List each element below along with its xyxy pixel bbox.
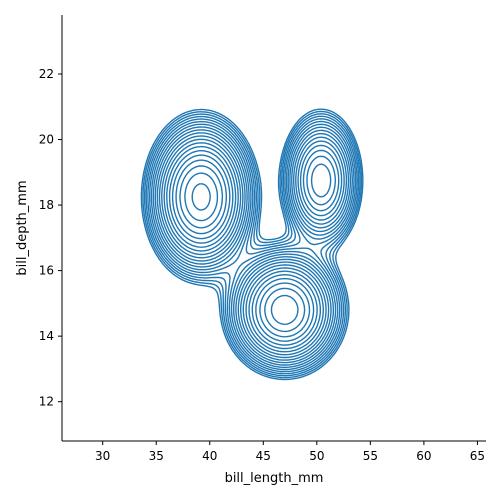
contour-line <box>145 115 360 375</box>
contour-line <box>179 165 306 333</box>
x-ticks: 30 35 40 45 50 55 60 65 <box>95 441 485 463</box>
contour-line <box>150 123 355 368</box>
contour-line <box>171 154 332 342</box>
x-tick-label: 40 <box>202 449 217 463</box>
contour-line <box>152 126 353 366</box>
contour-line <box>168 150 336 346</box>
axes <box>61 15 486 442</box>
y-axis-label: bill_depth_mm <box>15 180 30 275</box>
y-tick-label: 14 <box>39 329 54 343</box>
x-tick-label: 45 <box>256 449 271 463</box>
contour-line <box>175 159 311 338</box>
contour-line <box>191 183 211 211</box>
contour-line <box>154 129 352 364</box>
x-tick-label: 55 <box>363 449 378 463</box>
contour-line <box>142 110 363 379</box>
contour-line <box>184 172 299 325</box>
density-contours <box>140 108 364 381</box>
contour-line <box>166 145 340 350</box>
contour-line <box>161 138 345 356</box>
contour-line <box>149 120 357 371</box>
contour-line <box>140 108 364 381</box>
x-tick-label: 60 <box>416 449 431 463</box>
x-tick-label: 50 <box>309 449 324 463</box>
y-tick-label: 18 <box>39 198 54 212</box>
x-tick-label: 30 <box>95 449 110 463</box>
x-axis-label: bill_length_mm <box>225 471 324 486</box>
contour-line <box>163 142 343 353</box>
contour-line <box>156 132 350 361</box>
contour-line <box>147 118 358 373</box>
x-tick-label: 65 <box>470 449 485 463</box>
y-ticks: 12 14 16 18 20 22 <box>39 67 62 409</box>
y-tick-label: 12 <box>39 395 54 409</box>
y-tick-label: 20 <box>39 133 54 147</box>
y-tick-label: 22 <box>39 67 54 81</box>
contour-line <box>143 113 361 377</box>
y-tick-label: 16 <box>39 264 54 278</box>
contour-line <box>158 135 348 359</box>
x-tick-label: 35 <box>149 449 164 463</box>
